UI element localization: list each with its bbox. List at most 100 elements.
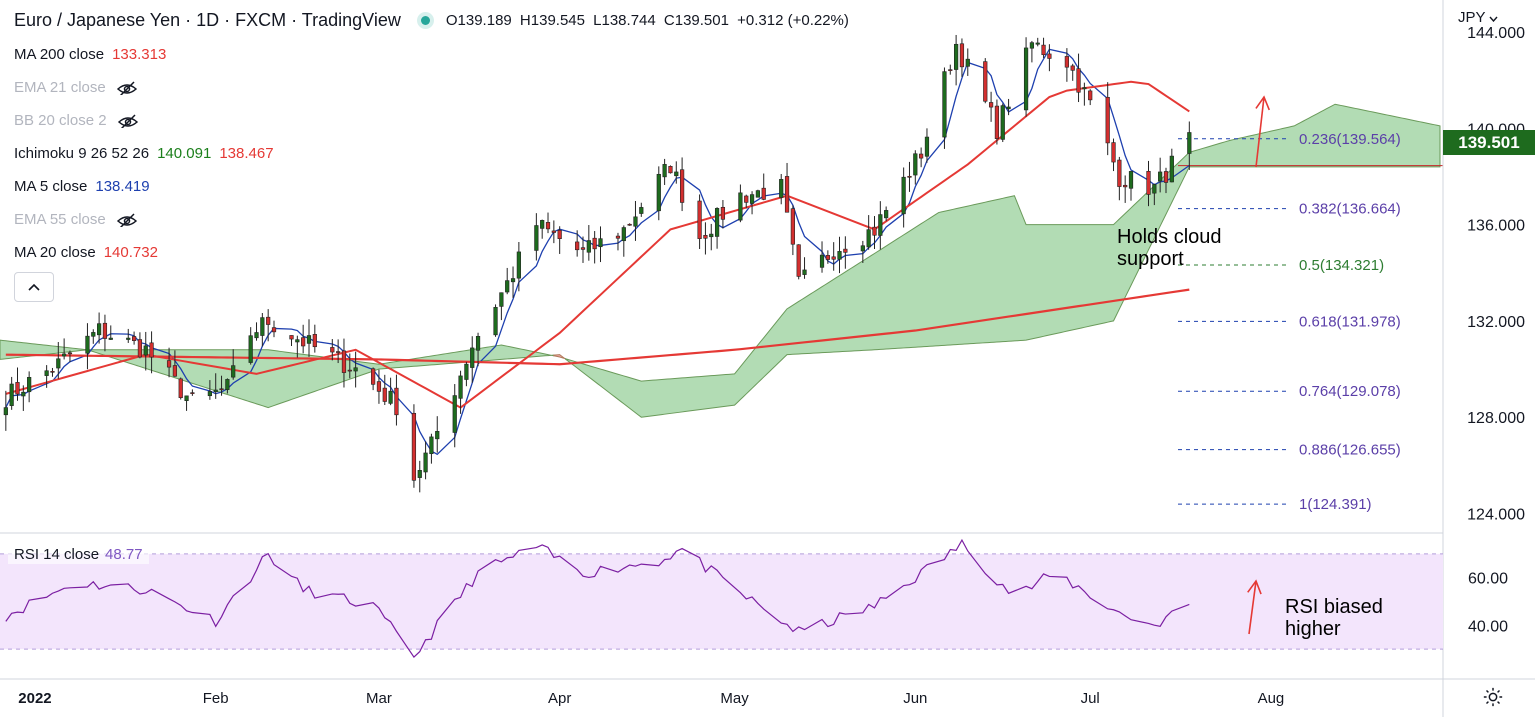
indicator-row[interactable]: BB 20 close 2: [14, 112, 139, 129]
fib-level-label: 1(124.391): [1299, 496, 1372, 513]
indicator-row[interactable]: EMA 21 close: [14, 79, 138, 96]
candle-up: [143, 345, 148, 356]
ma200-line: [5, 288, 1190, 366]
candle-up: [662, 164, 667, 178]
cloud-bear-segment: [553, 354, 567, 361]
candle-down: [761, 187, 766, 200]
candle-up: [126, 337, 131, 340]
candle-down: [551, 230, 556, 233]
x-tick-label: Feb: [203, 690, 229, 707]
candle-up: [260, 317, 265, 336]
fib-level-label: 0.618(131.978): [1299, 313, 1401, 330]
candle-down: [1076, 68, 1081, 93]
candle-up: [97, 323, 102, 336]
price-up-arrow-head: [1255, 95, 1271, 111]
indicator-value: 133.313: [112, 46, 167, 63]
candle-up: [749, 194, 755, 204]
candle-up: [510, 278, 516, 283]
candle-up: [435, 431, 440, 440]
candle-up: [108, 337, 113, 340]
candle-up: [213, 389, 218, 393]
candle-down: [790, 208, 795, 245]
candle-down: [575, 241, 580, 251]
eye-hidden-icon[interactable]: [117, 113, 139, 128]
eye-hidden-icon[interactable]: [116, 80, 138, 95]
candle-down: [1146, 170, 1151, 195]
x-tick-label: May: [720, 690, 749, 707]
indicator-row[interactable]: EMA 55 close: [14, 211, 138, 228]
candle-up: [714, 208, 720, 237]
indicator-label: MA 5 close: [14, 178, 88, 195]
candle-down: [994, 105, 1000, 139]
x-tick-label: Aug: [1258, 690, 1285, 707]
currency-selector[interactable]: JPY: [1458, 9, 1498, 26]
candle-up: [516, 251, 521, 279]
indicator-row[interactable]: Ichimoku 9 26 52 26 140.091 138.467: [14, 145, 274, 162]
candle-up: [9, 383, 14, 406]
ma5-line: [5, 48, 1190, 456]
y-tick-label: 132.000: [1467, 314, 1525, 331]
candle-up: [779, 179, 784, 198]
candle-up: [417, 470, 422, 478]
candle-down: [289, 335, 294, 340]
cloud-bull-segment: [565, 103, 1441, 418]
eye-hidden-icon[interactable]: [116, 212, 138, 227]
candle-down: [907, 175, 912, 178]
candle-up: [56, 358, 61, 369]
candle-up: [62, 353, 67, 357]
indicator-label: Ichimoku 9 26 52 26: [14, 145, 150, 162]
settings-gear-icon[interactable]: [1482, 686, 1504, 708]
rsi-up-arrow: [1248, 580, 1257, 635]
candle-up: [878, 214, 883, 236]
y-tick-label: 128.000: [1467, 410, 1525, 427]
candle-down: [1111, 142, 1116, 163]
rsi-value: 48.77: [105, 546, 143, 563]
candle-up: [27, 377, 32, 393]
candle-up: [1187, 132, 1192, 154]
candle-up: [248, 335, 253, 363]
y-tick-label: 136.000: [1467, 218, 1525, 235]
indicator-row[interactable]: MA 20 close 140.732: [14, 244, 158, 261]
y-tick-label: 144.000: [1467, 25, 1525, 42]
candle-down: [411, 412, 417, 481]
annotation-arrows: [1247, 95, 1271, 635]
x-tick-label: Jul: [1081, 690, 1100, 707]
candle-down: [1070, 65, 1075, 71]
candle-down: [330, 347, 335, 353]
fib-level-label: 0.5(134.321): [1299, 257, 1384, 274]
rsi-tick-label: 60.00: [1468, 571, 1508, 588]
moving-averages: [5, 48, 1190, 456]
candle-down: [347, 369, 352, 372]
candle-down: [190, 392, 195, 394]
candle-down: [394, 387, 399, 416]
candle-up: [1158, 171, 1163, 182]
indicator-row[interactable]: MA 200 close 133.313: [14, 46, 166, 63]
candle-up: [540, 220, 545, 229]
candle-up: [429, 436, 434, 455]
candle-down: [131, 336, 137, 341]
chart-header: Euro / Japanese Yen · 1D · FXCM · Tradin…: [14, 10, 853, 31]
indicator-value: 140.091: [157, 145, 212, 162]
indicator-label: MA 20 close: [14, 244, 96, 261]
candle-down: [219, 388, 224, 391]
rsi-legend: RSI 14 close 48.77: [8, 545, 149, 564]
candle-up: [837, 251, 842, 260]
indicator-row[interactable]: MA 5 close 138.419: [14, 178, 150, 195]
candle-up: [709, 233, 714, 238]
x-tick-label: 2022: [18, 690, 51, 707]
candle-down: [376, 381, 382, 392]
candle-down: [166, 360, 172, 368]
candle-down: [580, 247, 586, 250]
candlesticks[interactable]: [3, 34, 1192, 493]
candle-up: [295, 339, 300, 343]
candle-up: [901, 176, 906, 215]
fib-level-label: 0.764(129.078): [1299, 383, 1401, 400]
candle-up: [965, 58, 970, 67]
collapse-legend-button[interactable]: [14, 272, 54, 302]
candle-up: [475, 336, 481, 351]
candle-down: [948, 69, 953, 71]
fib-level-label: 0.382(136.664): [1299, 201, 1401, 218]
candle-up: [207, 391, 212, 397]
